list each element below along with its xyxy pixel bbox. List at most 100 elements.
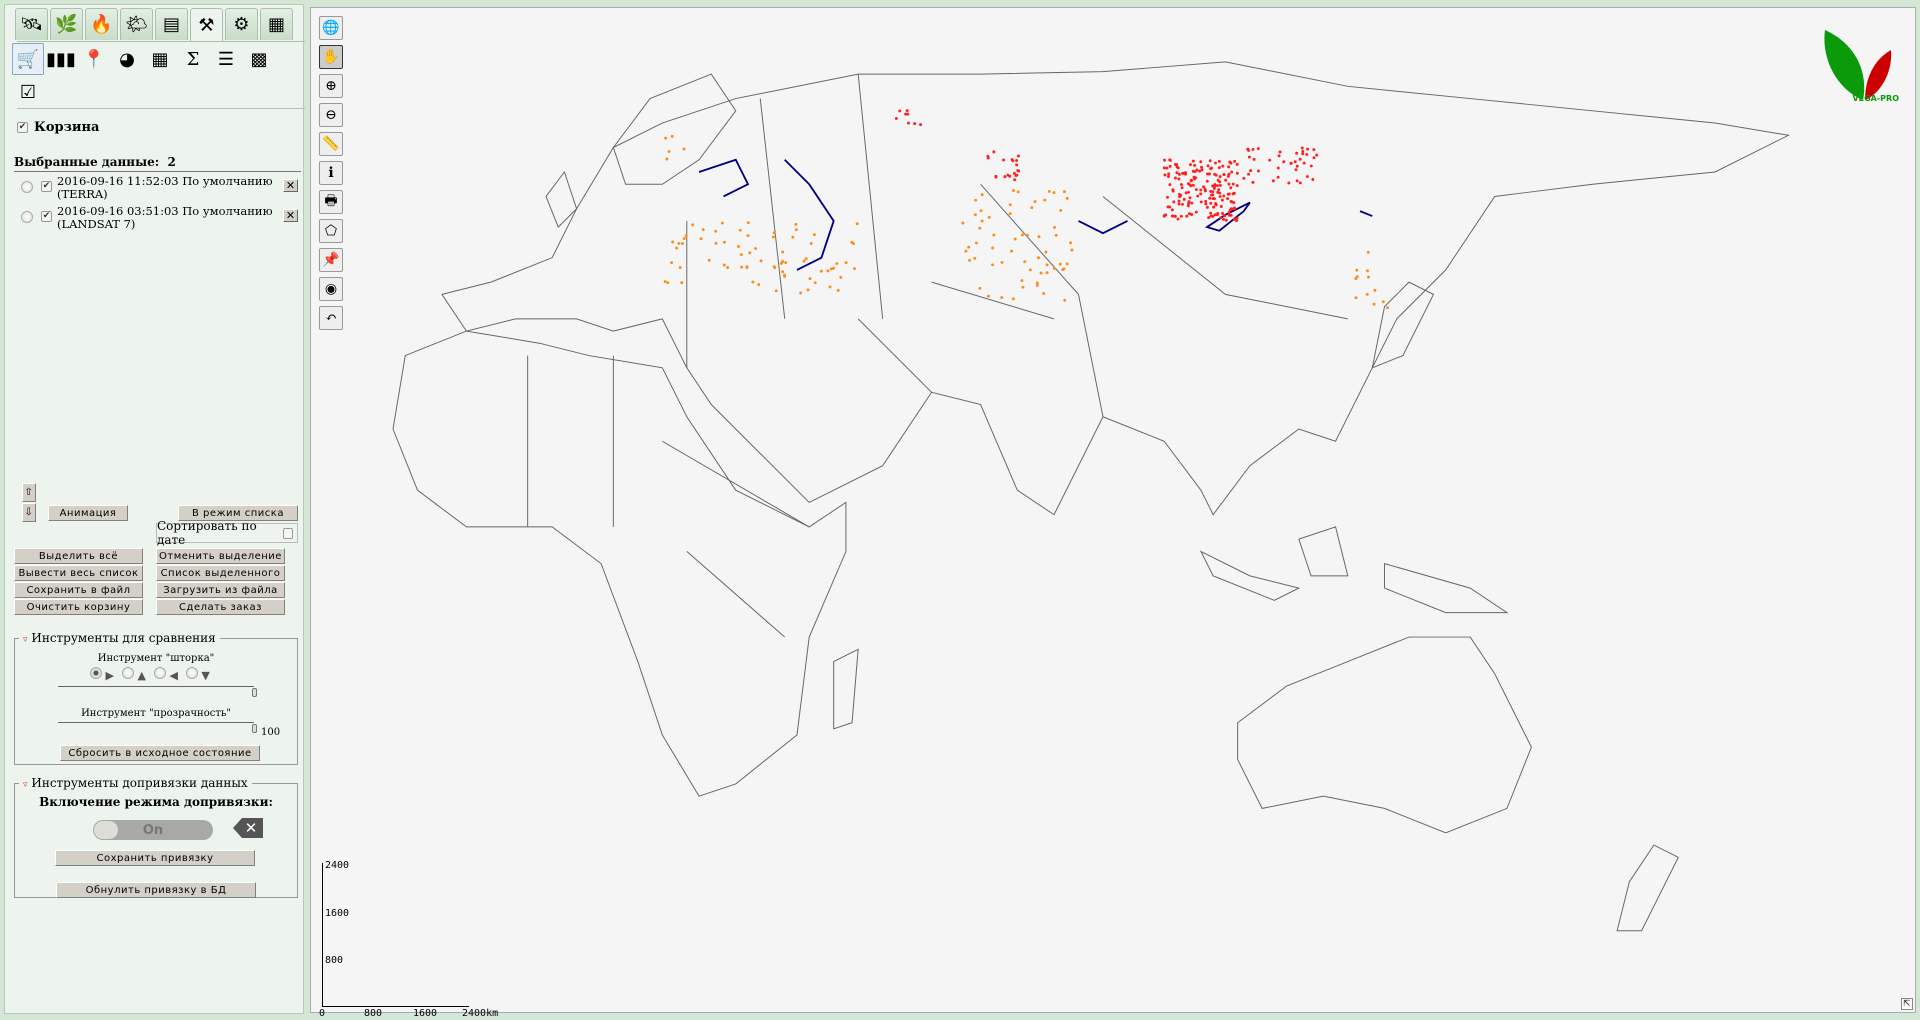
list-mode-button[interactable]: В режим списка	[178, 505, 298, 521]
select-all-button[interactable]: Выделить всё	[14, 548, 143, 564]
curtain-direction-option[interactable]: ▼	[185, 667, 210, 682]
map-point	[722, 263, 726, 267]
move-up-button[interactable]: ⇧	[22, 483, 36, 502]
map-point	[1277, 154, 1281, 158]
map-tool-google-earth[interactable]: ◉	[319, 277, 343, 301]
tool-location-pin[interactable]: 📍	[78, 43, 110, 75]
map-tool-add-pin[interactable]: 📌	[319, 248, 343, 272]
basket-toggle[interactable]: ✔ Корзина	[17, 120, 99, 135]
selected-list-button[interactable]: Список выделенного	[156, 565, 285, 581]
map-tool-zoom-in-box[interactable]: ⊕	[319, 74, 343, 98]
direction-radio[interactable]	[153, 667, 166, 679]
tool-calculator[interactable]: ▦	[144, 43, 176, 75]
tool-cart[interactable]: 🛒	[12, 43, 44, 75]
reset-compare-button[interactable]: Сбросить в исходное состояние	[60, 745, 260, 761]
tool-list[interactable]: ☰	[210, 43, 242, 75]
sort-by-date-toggle[interactable]: Сортировать по дате	[156, 519, 298, 547]
show-all-button[interactable]: Вывести весь список	[14, 565, 143, 581]
remove-item-button[interactable]: ✕	[283, 209, 298, 222]
tab-tools[interactable]: ⚒	[190, 8, 223, 41]
sort-by-date-checkbox[interactable]	[282, 527, 293, 539]
direction-radio[interactable]	[185, 667, 198, 679]
map-view[interactable]: 🌐 ✋ ⊕ ⊖ 📏 ℹ 🖶 ⬠ 📌 ◉ ↶ VEGA-PRO 2400 1600 800 0 800…	[310, 7, 1917, 1019]
tool-sum[interactable]: Σ	[177, 43, 209, 75]
transparency-slider[interactable]	[58, 722, 254, 723]
world-map[interactable]	[311, 8, 1917, 1014]
tool-pie-chart[interactable]: ◕	[111, 43, 143, 75]
map-point	[1221, 211, 1225, 215]
tab-fire[interactable]: 🔥	[85, 8, 118, 40]
map-tool-pan-hand[interactable]: ✋	[319, 45, 343, 69]
map-point	[1227, 165, 1231, 169]
animation-button[interactable]: Анимация	[48, 505, 128, 521]
basket-checkbox[interactable]: ✔	[17, 122, 28, 133]
remove-item-button[interactable]: ✕	[283, 179, 298, 192]
map-tool-zoom-out[interactable]: ⊖	[319, 103, 343, 127]
list-item[interactable]: ✔ 2016-09-16 03:51:03 По умолчанию (LAND…	[17, 205, 302, 235]
map-point	[991, 246, 995, 250]
curtain-slider-thumb[interactable]	[252, 688, 257, 697]
map-point	[1222, 172, 1226, 176]
item-label: 2016-09-16 03:51:03 По умолчанию (LANDSA…	[57, 204, 273, 231]
map-point	[1278, 150, 1282, 154]
compare-tools-legend[interactable]: ▿ Инструменты для сравнения	[19, 631, 220, 645]
map-point	[1256, 147, 1260, 151]
tab-gear[interactable]: ⚙	[225, 8, 258, 40]
map-point	[986, 156, 990, 160]
map-tool-polygon-select[interactable]: ⬠	[319, 219, 343, 243]
map-tool-ruler[interactable]: 📏	[319, 132, 343, 156]
binding-toggle[interactable]: On	[93, 820, 213, 840]
curtain-direction-option[interactable]: ▲	[121, 667, 146, 682]
load-file-button[interactable]: Загрузить из файла	[156, 582, 285, 598]
zoom-extent-icon: 🌐	[322, 20, 340, 36]
tab-table[interactable]: ▦	[260, 8, 293, 40]
curtain-slider[interactable]	[58, 686, 254, 687]
deselect-button[interactable]: Отменить выделение	[156, 548, 285, 564]
tab-satellite[interactable]: 🛰	[15, 8, 48, 40]
map-tool-undo[interactable]: ↶	[319, 306, 343, 330]
item-radio[interactable]	[21, 181, 33, 193]
item-radio[interactable]	[21, 211, 33, 223]
map-point	[707, 258, 711, 262]
save-file-button[interactable]: Сохранить в файл	[14, 582, 143, 598]
toggle-knob[interactable]	[94, 821, 118, 839]
item-checkbox[interactable]: ✔	[41, 181, 52, 192]
direction-radio[interactable]	[90, 667, 102, 679]
make-order-button[interactable]: Сделать заказ	[156, 599, 285, 615]
tool-bands[interactable]: ▮▮▮	[45, 43, 77, 75]
collapse-icon[interactable]: ▿	[23, 635, 28, 645]
transparency-slider-thumb[interactable]	[252, 724, 257, 733]
curtain-direction-option[interactable]: ▶	[90, 667, 114, 682]
save-binding-button[interactable]: Сохранить привязку	[55, 850, 255, 866]
map-point	[1186, 204, 1190, 208]
japan-outline	[1371, 281, 1435, 369]
tool-checklist[interactable]: ☑	[12, 76, 44, 108]
clear-basket-button[interactable]: Очистить корзину	[14, 599, 143, 615]
list-item[interactable]: ✔ 2016-09-16 11:52:03 По умолчанию (TERR…	[17, 175, 302, 205]
tab-weather[interactable]: 🌤	[120, 8, 153, 40]
map-point	[1191, 159, 1195, 163]
binding-tools-legend[interactable]: ▿ Инструменты допривязки данных	[19, 776, 252, 790]
clear-binding-icon[interactable]: ✕	[233, 818, 263, 838]
map-point	[1062, 267, 1066, 271]
tab-plant[interactable]: 🌿	[50, 8, 83, 40]
transparency-label: Инструмент "прозрачность"	[81, 708, 231, 719]
pie-chart-icon: ◕	[119, 48, 135, 70]
reset-binding-db-button[interactable]: Обнулить привязку в БД	[56, 882, 256, 898]
map-point	[1008, 203, 1012, 207]
map-tool-zoom-extent[interactable]: 🌐	[319, 16, 343, 40]
item-checkbox[interactable]: ✔	[41, 211, 52, 222]
curtain-direction-option[interactable]: ◀	[153, 667, 178, 682]
direction-radio[interactable]	[121, 667, 134, 679]
collapse-icon[interactable]: ▿	[23, 780, 28, 790]
overview-map-toggle[interactable]: ⇱	[1901, 998, 1913, 1010]
tool-map[interactable]: ▩	[243, 43, 275, 75]
tab-layers[interactable]: ▤	[155, 8, 188, 40]
map-tool-info[interactable]: ℹ	[319, 161, 343, 185]
map-icon: ▩	[250, 48, 268, 70]
map-point	[1300, 146, 1304, 150]
map-tool-print[interactable]: 🖶	[319, 190, 343, 214]
map-point	[1016, 169, 1020, 173]
move-down-button[interactable]: ⇩	[22, 503, 36, 522]
map-point	[1191, 169, 1195, 173]
